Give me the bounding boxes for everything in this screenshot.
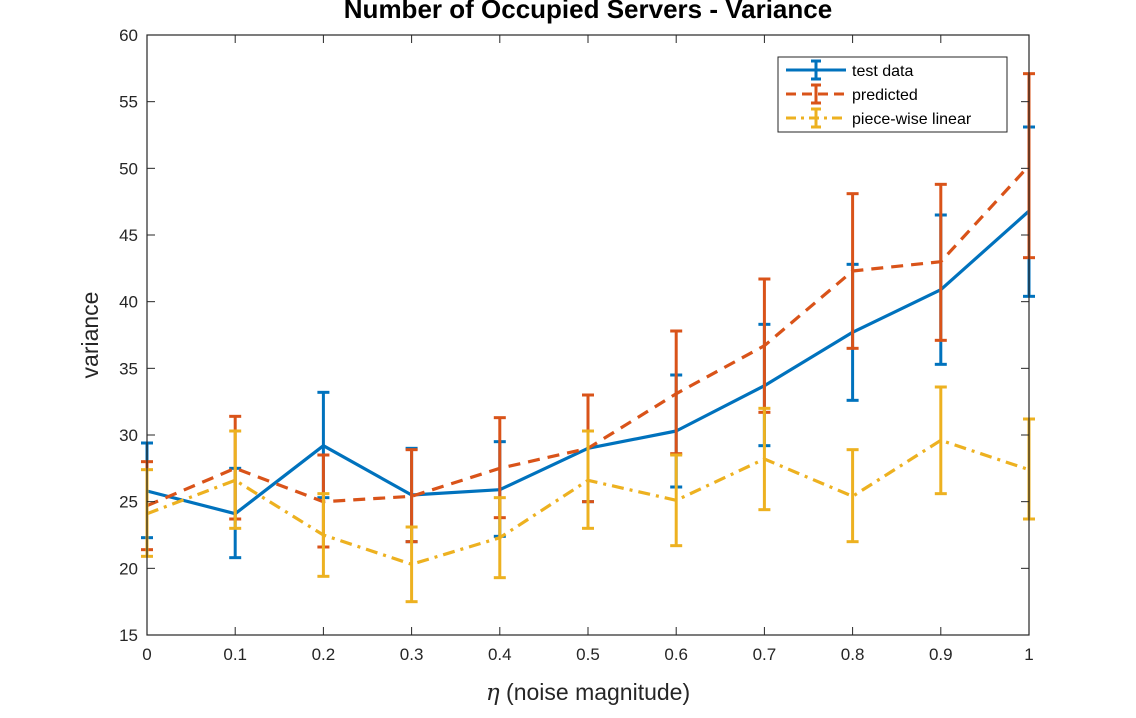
y-tick-label: 30 [119,426,138,445]
error-bar [846,192,859,350]
legend-entries: test data predicted piece-wise linear [786,59,972,129]
x-tick-label: 0.3 [400,645,424,664]
x-tick-label: 0.1 [223,645,247,664]
x-tick-label: 0.4 [488,645,512,664]
error-bar [934,385,947,496]
y-tick-label: 20 [119,559,138,578]
legend-entry: predicted [786,83,918,105]
error-bar [934,182,947,342]
x-tick-label: 1 [1024,645,1033,664]
x-axis-label-symbol: η [486,680,500,706]
legend-entry: piece-wise linear [786,107,972,129]
error-bar [758,406,771,512]
error-bar [493,496,506,580]
series-layer [141,72,1035,604]
error-bar [229,429,242,530]
x-tick-label: 0.9 [929,645,953,664]
y-tick-label: 55 [119,93,138,112]
y-axis-label: variance [77,292,103,379]
x-axis-label-text: (noise magnitude) [500,679,691,705]
x-tick-label: 0.8 [841,645,865,664]
x-axis-label: η (noise magnitude) [486,679,690,706]
legend-label: predicted [852,87,918,104]
error-bar [846,448,859,544]
x-tick-label: 0 [142,645,151,664]
error-bar [670,453,683,548]
x-tick-label: 0.7 [753,645,777,664]
legend: test data predicted piece-wise linear [777,56,1008,133]
y-tick-label: 60 [119,26,138,45]
chart-title: Number of Occupied Servers - Variance [344,0,832,24]
y-tick-label: 35 [119,359,138,378]
error-bar [582,429,594,530]
error-bar [405,525,418,604]
y-tick-label: 40 [119,293,138,312]
plot-area [147,35,1029,635]
legend-label: test data [852,63,913,80]
x-tick-label: 0.5 [576,645,600,664]
y-tick-label: 25 [119,493,138,512]
y-tick-label: 15 [119,626,138,645]
error-bar [317,492,330,578]
legend-entry: test data [786,59,913,81]
ticks: 0 0.1 0.2 0.3 0.4 0.5 0.6 0.7 0.8 0.9 1 15 20 25 30 35 4… [119,26,1034,664]
y-tick-label: 50 [119,159,138,178]
legend-label: piece-wise linear [852,111,972,128]
y-tick-label: 45 [119,226,138,245]
x-tick-label: 0.6 [664,645,688,664]
x-tick-label: 0.2 [312,645,336,664]
